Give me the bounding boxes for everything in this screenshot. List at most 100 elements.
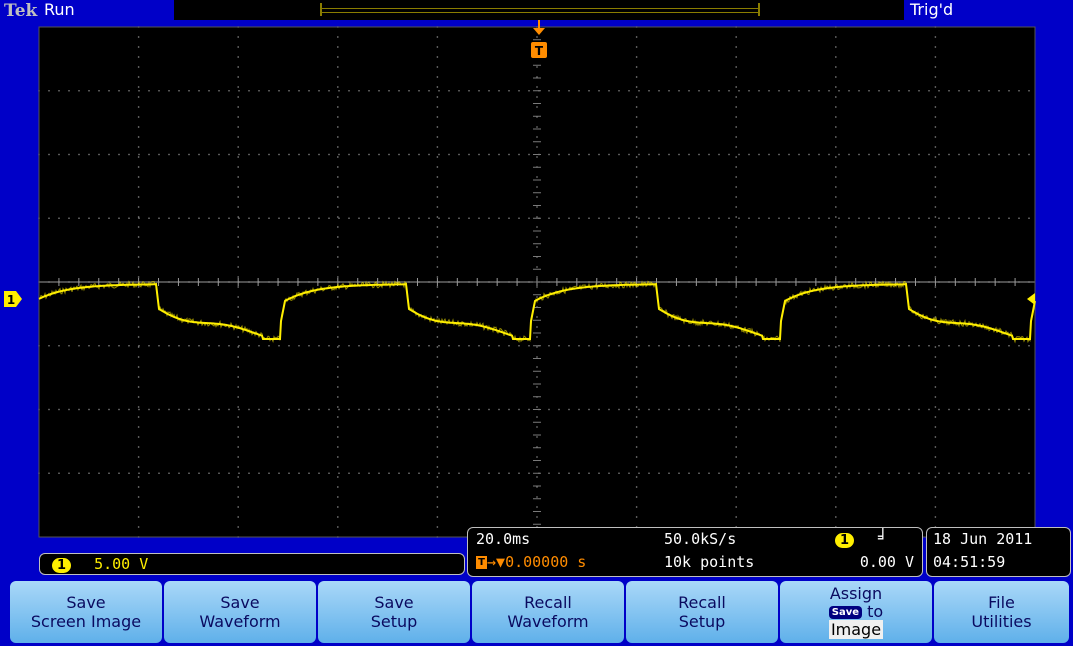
- graticule-dot: [748, 153, 750, 156]
- graticule-dot: [934, 196, 937, 198]
- graticule-dot: [88, 472, 90, 474]
- save-screen-image-button[interactable]: Save Screen Image: [10, 581, 162, 643]
- graticule-dot: [337, 306, 339, 308]
- graticule-dot: [1008, 472, 1010, 474]
- graticule-dot: [735, 486, 737, 488]
- graticule-dot: [288, 217, 290, 219]
- graticule-dot: [98, 217, 100, 219]
- graticule-dot: [128, 90, 130, 92]
- graticule-dot: [178, 345, 180, 347]
- graticule-dot: [938, 345, 940, 347]
- graticule-dot: [438, 153, 440, 156]
- graticule-dot: [735, 286, 737, 288]
- channel-scale-readout[interactable]: 1 5.00 V: [39, 553, 465, 575]
- graticule-dot: [835, 136, 837, 138]
- graticule-dot: [934, 236, 937, 238]
- graticule-dot: [835, 296, 837, 298]
- graticule-dot: [536, 386, 538, 388]
- save-setup-button[interactable]: Save Setup: [318, 581, 470, 643]
- graticule-dot: [728, 217, 730, 219]
- graticule-dot: [934, 336, 937, 338]
- graticule-dot: [318, 217, 320, 219]
- graticule-dot: [658, 153, 660, 156]
- graticule-dot: [968, 472, 970, 474]
- graticule-dot: [988, 153, 990, 156]
- graticule-dot: [798, 472, 800, 474]
- graticule-dot: [137, 466, 140, 468]
- graticule-dot: [518, 408, 520, 411]
- graticule-dot: [118, 345, 120, 347]
- graticule-dot: [868, 90, 870, 92]
- graticule-dot: [688, 217, 690, 219]
- graticule-dot: [248, 90, 250, 92]
- graticule-dot: [536, 296, 538, 298]
- channel-1-ground-marker[interactable]: 1: [4, 291, 22, 307]
- graticule-dot: [735, 146, 737, 148]
- graticule-dot: [635, 156, 638, 158]
- graticule-dot: [137, 56, 140, 58]
- recall-setup-button[interactable]: Recall Setup: [626, 581, 778, 643]
- graticule-dot: [598, 90, 600, 92]
- file-utilities-button[interactable]: File Utilities: [934, 581, 1069, 643]
- graticule-dot: [298, 217, 300, 219]
- graticule-dot: [328, 345, 330, 347]
- graticule-dot: [948, 345, 950, 347]
- graticule-dot: [934, 126, 937, 128]
- waveform-display[interactable]: T 1: [0, 20, 1073, 577]
- graticule-dot: [188, 90, 190, 92]
- graticule-dot: [208, 90, 210, 92]
- graticule-dot: [934, 316, 937, 318]
- recall-waveform-button[interactable]: Recall Waveform: [472, 581, 624, 643]
- graticule-dot: [237, 356, 239, 358]
- graticule-dot: [868, 472, 870, 474]
- graticule-dot: [458, 153, 460, 156]
- graticule-dot: [635, 366, 638, 368]
- trigger-position-icon[interactable]: T: [531, 20, 547, 58]
- graticule-dot: [988, 345, 990, 347]
- graticule-dot: [768, 408, 770, 411]
- graticule-dot: [548, 90, 550, 92]
- graticule-dot: [635, 106, 638, 108]
- graticule-dot: [418, 345, 420, 347]
- graticule-dot: [337, 56, 339, 58]
- graticule-dot: [237, 406, 239, 408]
- graticule-dot: [635, 486, 638, 488]
- assign-save-button[interactable]: Assign Save to Image: [780, 581, 932, 643]
- graticule-dot: [835, 56, 837, 58]
- graticule-dot: [498, 408, 500, 411]
- save-waveform-button[interactable]: Save Waveform: [164, 581, 316, 643]
- graticule-dot: [138, 345, 140, 347]
- graticule-dot: [536, 446, 538, 448]
- graticule-dot: [368, 153, 370, 156]
- graticule-dot: [536, 86, 538, 88]
- graticule-dot: [934, 56, 937, 58]
- top-status-bar: Tek Run Trig'd: [0, 0, 1073, 21]
- graticule-dot: [536, 136, 538, 138]
- graticule-dot: [608, 408, 610, 411]
- timebase-readout[interactable]: 20.0ms 50.0kS/s 1 ╛ T →▼0.00000 s 10k poi…: [467, 527, 923, 577]
- graticule-dot: [898, 217, 900, 219]
- graticule-dot: [878, 345, 880, 347]
- graticule-dot: [78, 90, 80, 92]
- graticule-dot: [998, 408, 1000, 411]
- graticule-dot: [436, 176, 439, 178]
- graticule-dot: [868, 153, 870, 156]
- graticule-dot: [735, 346, 737, 348]
- graticule-dot: [934, 466, 937, 468]
- graticule-dot: [198, 345, 200, 347]
- graticule-dot: [58, 472, 60, 474]
- graticule-dot: [548, 345, 550, 347]
- graticule-dot: [735, 416, 737, 418]
- trigger-level-icon[interactable]: [1027, 293, 1035, 305]
- graticule-dot: [436, 146, 439, 148]
- graticule-dot: [168, 153, 170, 156]
- graticule-dot: [528, 90, 530, 92]
- graticule-dot: [337, 386, 339, 388]
- graticule-dot: [128, 217, 130, 219]
- graticule-dot: [337, 196, 339, 198]
- graticule-dot: [798, 217, 800, 219]
- graticule-dot: [848, 153, 850, 156]
- graticule-dot: [337, 36, 339, 38]
- graticule-dot: [68, 217, 70, 219]
- graticule-dot: [536, 66, 538, 68]
